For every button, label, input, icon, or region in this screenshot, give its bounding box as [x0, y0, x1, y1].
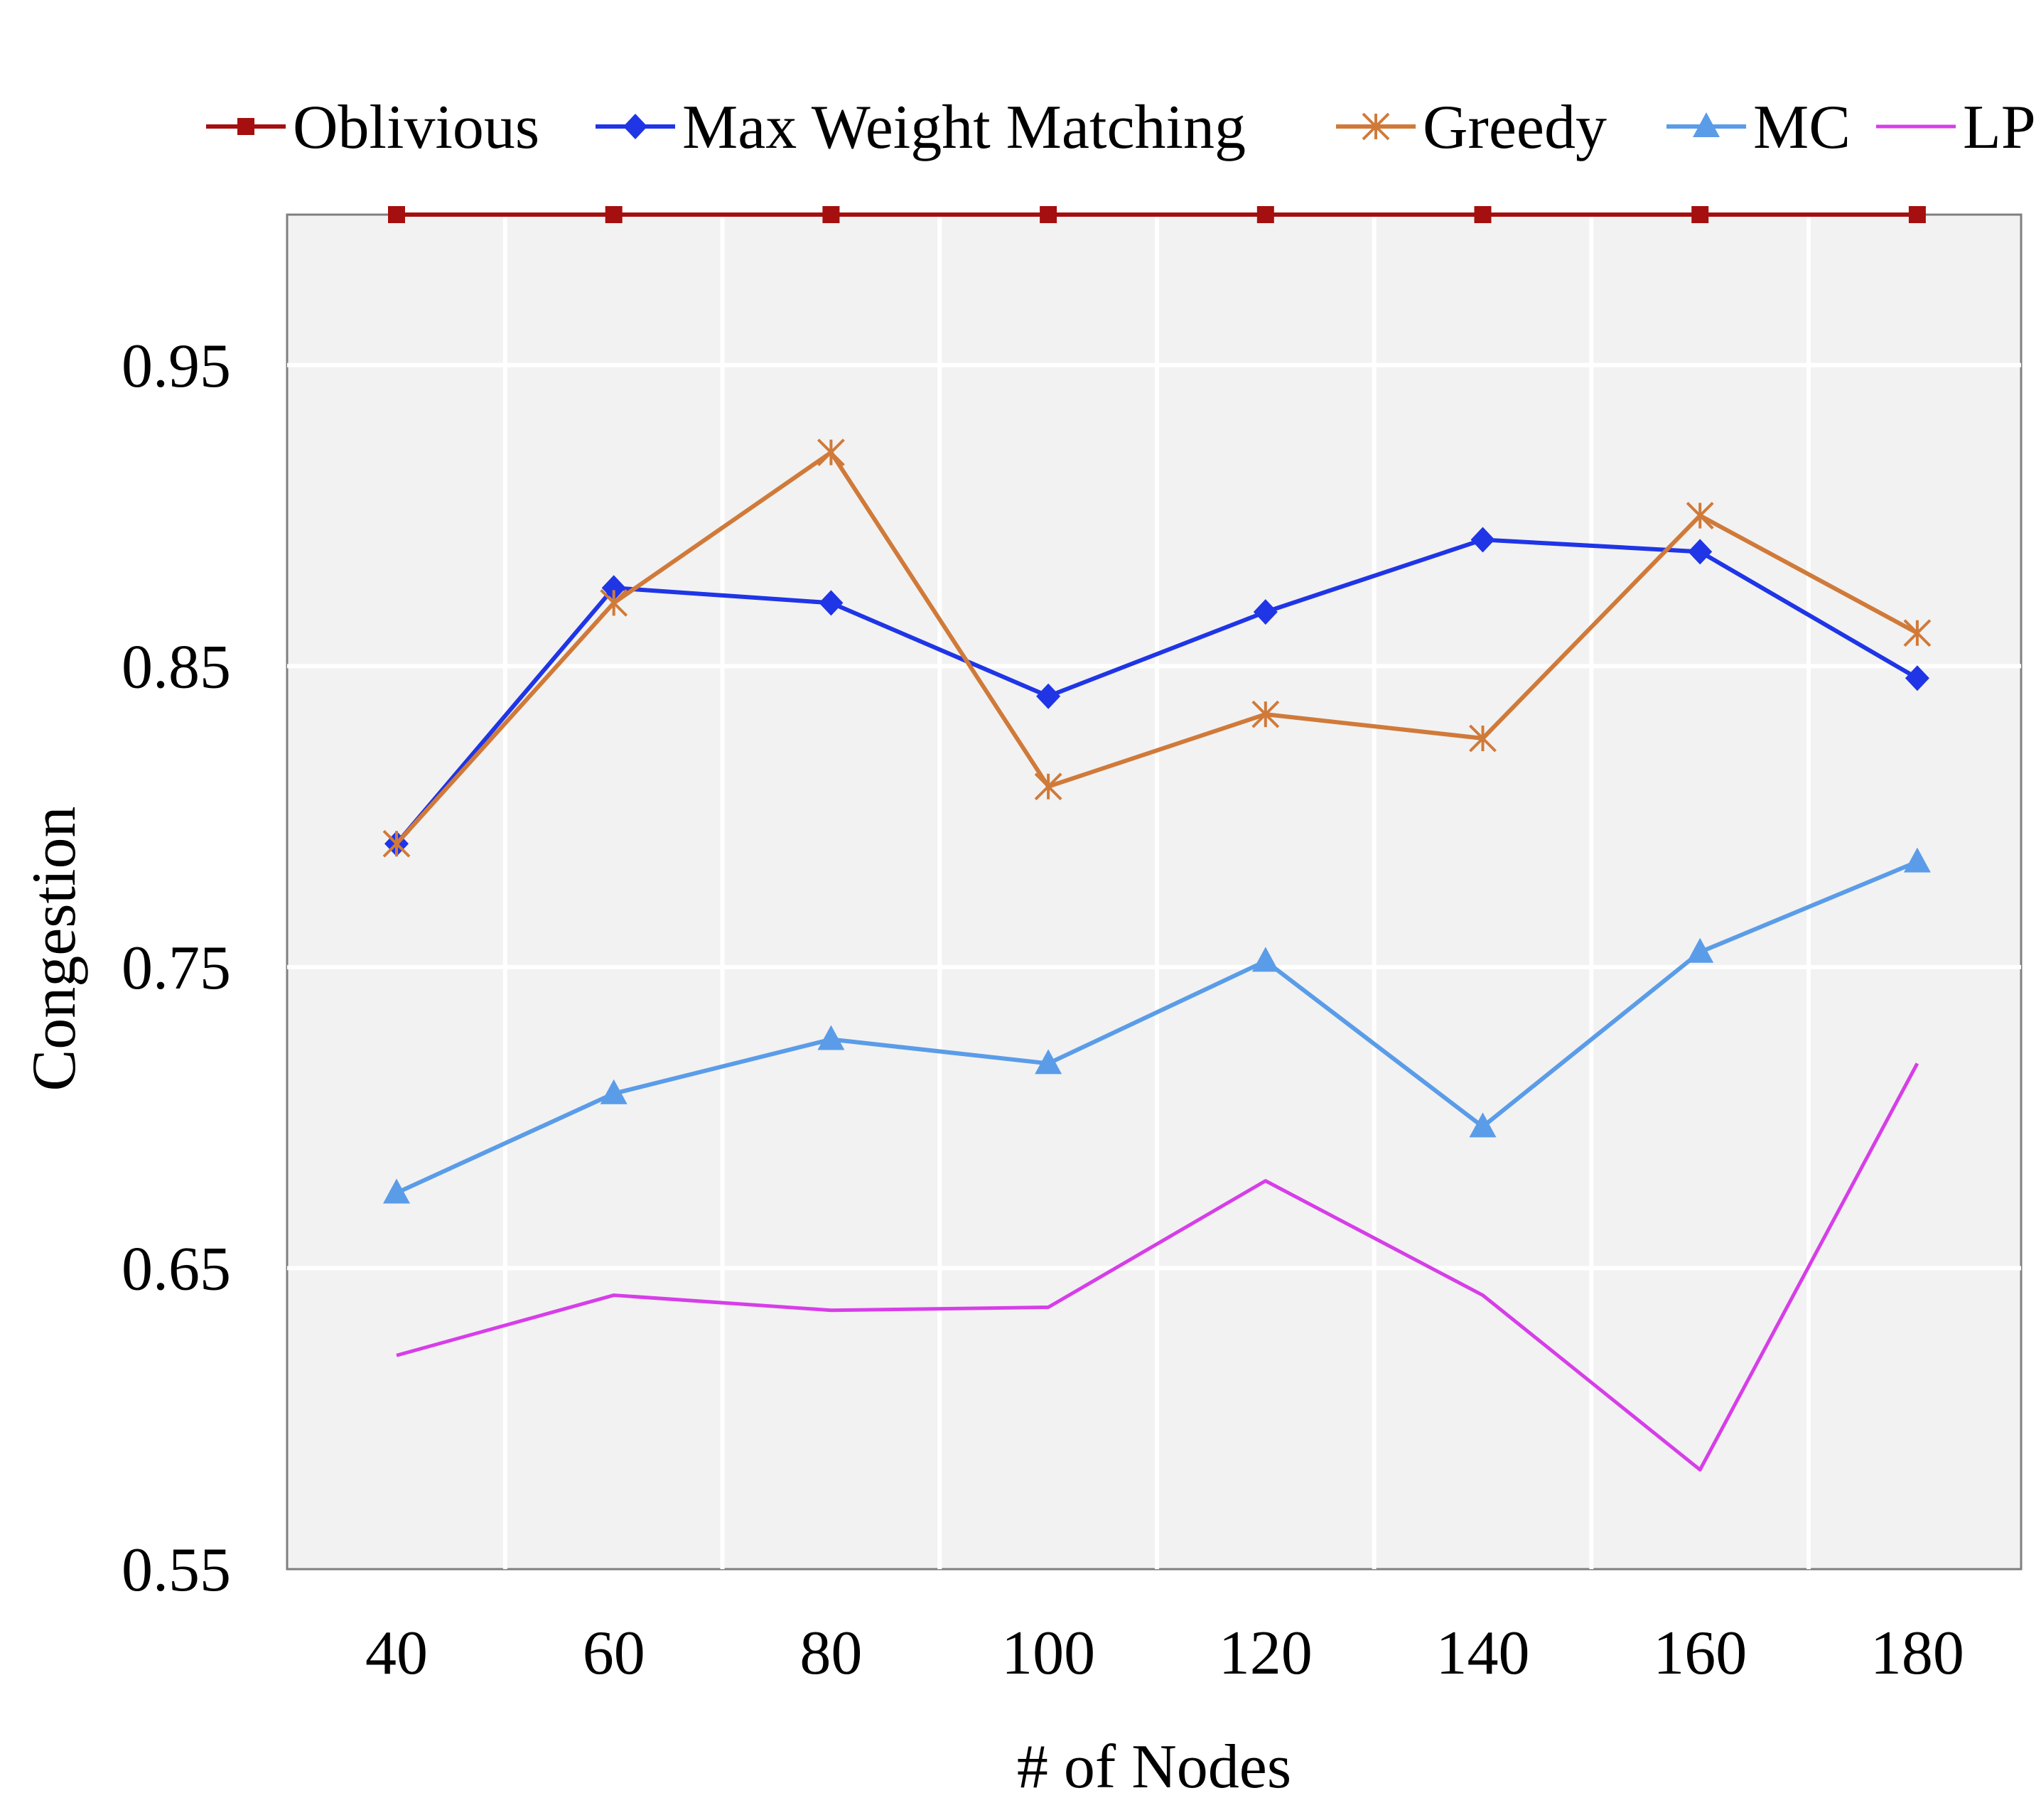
data-point-max-weight-matching: [1905, 665, 1929, 691]
data-point-mc: [383, 1178, 410, 1204]
data-point-mc: [1251, 947, 1279, 972]
data-point-max-weight-matching: [1688, 539, 1713, 565]
data-point-max-weight-matching: [819, 590, 844, 616]
x-tick-label: 80: [799, 1619, 862, 1688]
data-point-greedy: [600, 588, 628, 617]
x-tick-label: 120: [1219, 1619, 1313, 1688]
data-point-greedy: [382, 829, 411, 858]
data-point-greedy: [1034, 772, 1062, 801]
legend: Oblivious Max Weight Matching Greedy MC LP: [206, 93, 2036, 162]
data-point-greedy: [1686, 502, 1714, 529]
legend-item-oblivious: Oblivious: [206, 93, 539, 162]
data-point-greedy: [1469, 724, 1497, 753]
data-point-oblivious: [822, 206, 840, 223]
data-point-oblivious: [1256, 206, 1274, 223]
y-tick-label: 0.65: [122, 1234, 231, 1303]
y-axis-title: Congestion: [20, 807, 89, 1092]
x-tick-label: 180: [1870, 1619, 1964, 1688]
legend-label: Max Weight Matching: [682, 93, 1246, 162]
data-point-oblivious: [1908, 206, 1926, 223]
legend-item-lp: LP: [1876, 93, 2036, 162]
legend-marker: [1693, 112, 1720, 137]
series-greedy: [382, 438, 1932, 858]
data-point-max-weight-matching: [601, 575, 626, 601]
data-point-max-weight-matching: [1470, 527, 1495, 553]
series-group: [382, 206, 1932, 1472]
data-point-mc: [1469, 1112, 1497, 1138]
x-tick-label: 60: [583, 1619, 645, 1688]
legend-marker: [237, 118, 254, 135]
data-point-max-weight-matching: [1036, 683, 1061, 709]
y-tick-label: 0.85: [122, 632, 231, 701]
legend-label: Oblivious: [293, 93, 539, 162]
y-tick-label: 0.95: [122, 332, 231, 401]
data-point-oblivious: [605, 206, 623, 223]
series-line-greedy: [394, 450, 1919, 846]
series-oblivious: [388, 206, 1926, 223]
legend-label: Greedy: [1423, 93, 1607, 162]
series-mc: [383, 847, 1931, 1204]
series-line-lp: [396, 1062, 1919, 1472]
x-axis-ticks: 40 60 80 100 120 140 160 180: [365, 1619, 1964, 1688]
x-tick-label: 160: [1653, 1619, 1747, 1688]
x-tick-label: 140: [1436, 1619, 1530, 1688]
y-tick-label: 0.55: [122, 1536, 231, 1605]
data-point-greedy: [1251, 700, 1280, 728]
legend-item-greedy: Greedy: [1336, 93, 1607, 162]
legend-item-max-weight-matching: Max Weight Matching: [596, 93, 1246, 162]
data-point-greedy: [817, 438, 845, 467]
data-point-oblivious: [1691, 206, 1709, 223]
legend-marker: [623, 114, 647, 139]
y-tick-label: 0.75: [122, 934, 231, 1003]
y-axis-ticks: 0.55 0.65 0.75 0.85 0.95: [122, 332, 231, 1605]
series-line-mc: [395, 859, 1919, 1195]
x-tick-label: 40: [365, 1619, 428, 1688]
legend-label: LP: [1963, 93, 2036, 162]
data-point-oblivious: [388, 206, 405, 223]
data-point-oblivious: [1474, 206, 1492, 223]
legend-item-mc: MC: [1666, 93, 1851, 162]
x-tick-label: 100: [1001, 1619, 1095, 1688]
x-axis-title: # of Nodes: [1017, 1733, 1291, 1802]
plot-area: [286, 213, 2023, 1571]
data-point-mc: [1903, 847, 1931, 873]
data-point-mc: [600, 1079, 628, 1104]
series-lp: [396, 1062, 1919, 1472]
data-point-mc: [1035, 1049, 1062, 1075]
legend-label: MC: [1753, 93, 1851, 162]
legend-marker: [1362, 112, 1390, 141]
gridlines: [287, 215, 2021, 1569]
data-point-mc: [817, 1025, 845, 1050]
data-point-oblivious: [1040, 206, 1057, 223]
data-point-max-weight-matching: [1253, 599, 1278, 625]
data-point-mc: [1686, 937, 1714, 963]
data-point-greedy: [1903, 619, 1932, 647]
